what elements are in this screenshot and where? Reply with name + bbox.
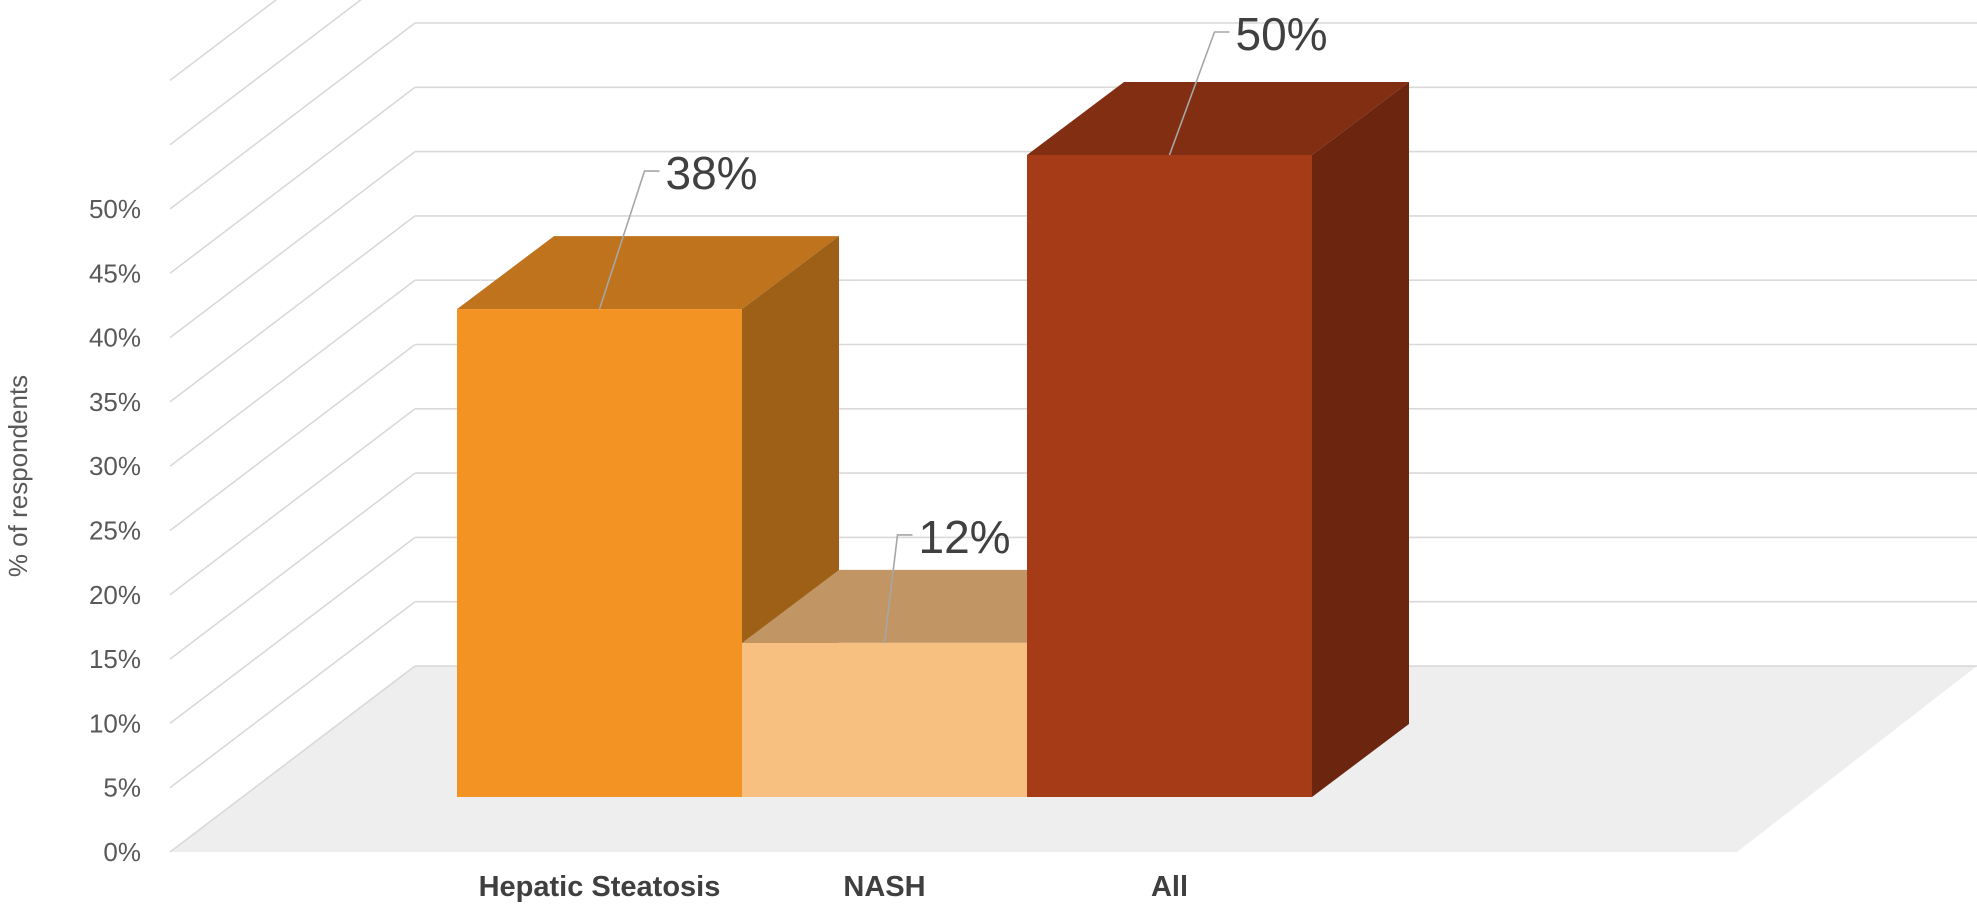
gridline-side (169, 408, 416, 596)
gridline-side (169, 665, 416, 853)
y-tick-label: 50% (89, 194, 141, 224)
bar-front-face (742, 642, 1027, 797)
bar-top-face (1027, 82, 1409, 155)
x-category-label: NASH (843, 871, 925, 903)
gridline-side (169, 0, 278, 82)
data-label-leader (883, 534, 913, 644)
y-tick-label: 30% (89, 451, 141, 481)
gridline-side (169, 86, 416, 274)
x-category-label: All (1151, 871, 1188, 903)
bar-front-face (457, 309, 742, 797)
y-tick-label: 10% (89, 708, 141, 738)
data-label-leader (598, 170, 660, 310)
gridline-side (169, 150, 416, 339)
bar-front-face (1027, 155, 1312, 797)
bar-3 (1027, 82, 1409, 797)
gridline-side (169, 215, 416, 403)
y-tick-label: 45% (89, 258, 141, 288)
y-tick-label: 5% (103, 773, 141, 803)
data-label: 12% (919, 511, 1011, 563)
gridline-side (169, 343, 416, 532)
gridline-side (169, 22, 416, 210)
y-tick-label: 40% (89, 323, 141, 353)
y-tick-label: 25% (89, 516, 141, 546)
x-category-label: Hepatic Steatosis (479, 871, 721, 903)
bar-side-face (1312, 82, 1409, 797)
data-label: 50% (1236, 8, 1328, 60)
gridline-side (169, 472, 416, 660)
y-tick-label: 0% (103, 837, 141, 867)
y-tick-label: 15% (89, 644, 141, 674)
gridline-side (169, 279, 416, 467)
bar-top-face (457, 236, 839, 310)
data-label: 38% (666, 147, 758, 199)
y-tick-label: 20% (89, 580, 141, 610)
gridline-side (169, 601, 416, 789)
gridline-side (169, 0, 362, 146)
y-axis-title: % of respondents (3, 375, 33, 577)
gridline-side (169, 536, 416, 725)
data-label-leader (1168, 31, 1230, 156)
y-tick-label: 35% (89, 387, 141, 417)
